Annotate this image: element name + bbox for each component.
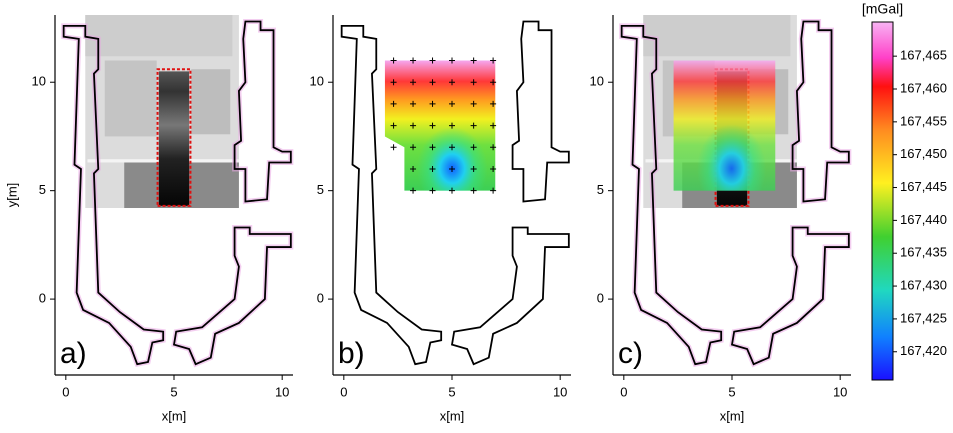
station (449, 100, 455, 107)
station (470, 187, 477, 194)
station (490, 144, 497, 151)
gravity-low (673, 60, 776, 191)
x-tick-label: 0 (340, 384, 347, 399)
y-tick-label: 10 (590, 74, 604, 89)
x-tick-label: 10 (275, 384, 289, 399)
gpr-image (85, 15, 239, 209)
colorbar-tick-label: 167,435 (900, 245, 947, 260)
y-tick-label: 0 (39, 291, 46, 306)
x-tick-label: 5 (448, 384, 455, 399)
station (410, 100, 417, 107)
colorbar-tick-label: 167,430 (900, 278, 947, 293)
colorbar (871, 21, 894, 381)
colorbar-tick-label: 167,425 (900, 310, 947, 325)
y-tick-label: 10 (310, 74, 324, 89)
x-tick-label: 10 (833, 384, 847, 399)
station (449, 165, 455, 172)
colorbar-tick-label: 167,440 (900, 212, 947, 227)
station (390, 100, 397, 107)
x-tick-label: 0 (62, 384, 69, 399)
colorbar-tick-label: 167,450 (900, 146, 947, 161)
station (449, 79, 455, 86)
colorbar-title: [mGal] (862, 1, 903, 17)
gravity-low (384, 60, 496, 191)
station (390, 79, 397, 86)
station (490, 79, 497, 86)
station (429, 79, 436, 86)
panel-label: c) (618, 337, 643, 370)
station (470, 79, 477, 86)
station (449, 144, 455, 151)
y-tick-label: 5 (597, 182, 604, 197)
colorbar-tick-label: 167,445 (900, 179, 947, 194)
station (470, 144, 477, 151)
station (410, 187, 417, 194)
station (410, 57, 417, 64)
station (429, 165, 436, 172)
station (410, 144, 417, 151)
station (449, 122, 455, 129)
panel-b-plot (342, 22, 569, 365)
station (470, 165, 477, 172)
x-tick-label: 10 (553, 384, 567, 399)
station (429, 144, 436, 151)
station (490, 100, 497, 107)
station (410, 79, 417, 86)
y-tick-label: 0 (597, 291, 604, 306)
colorbar-tick-label: 167,460 (900, 80, 947, 95)
station (470, 100, 477, 107)
station (490, 57, 497, 64)
x-axis-label: x[m] (720, 408, 745, 423)
colorbar-tick-label: 167,465 (900, 48, 947, 63)
station (390, 122, 397, 129)
x-tick-label: 5 (170, 384, 177, 399)
y-tick-label: 5 (39, 182, 46, 197)
station (429, 187, 436, 194)
panel-label: a) (60, 337, 87, 370)
y-axis-label: y[m] (4, 183, 19, 208)
station (429, 100, 436, 107)
station (429, 122, 436, 129)
y-tick-label: 10 (32, 74, 46, 89)
station (470, 122, 477, 129)
station (449, 57, 455, 64)
station (390, 57, 397, 64)
x-axis-label: x[m] (162, 408, 187, 423)
panel-c-plot (622, 15, 849, 364)
station (470, 57, 477, 64)
station (410, 122, 417, 129)
station (490, 187, 497, 194)
station (410, 165, 417, 172)
x-tick-label: 5 (728, 384, 735, 399)
colorbar-tick-label: 167,420 (900, 343, 947, 358)
x-tick-label: 0 (620, 384, 627, 399)
station (449, 187, 455, 194)
y-tick-label: 5 (317, 182, 324, 197)
y-tick-label: 0 (317, 291, 324, 306)
station (490, 165, 497, 172)
station (490, 122, 497, 129)
x-axis-label: x[m] (440, 408, 465, 423)
panel-label: b) (338, 337, 365, 370)
station (429, 57, 436, 64)
colorbar-tick-label: 167,455 (900, 113, 947, 128)
panel-a-plot (64, 15, 291, 364)
station (390, 144, 397, 151)
